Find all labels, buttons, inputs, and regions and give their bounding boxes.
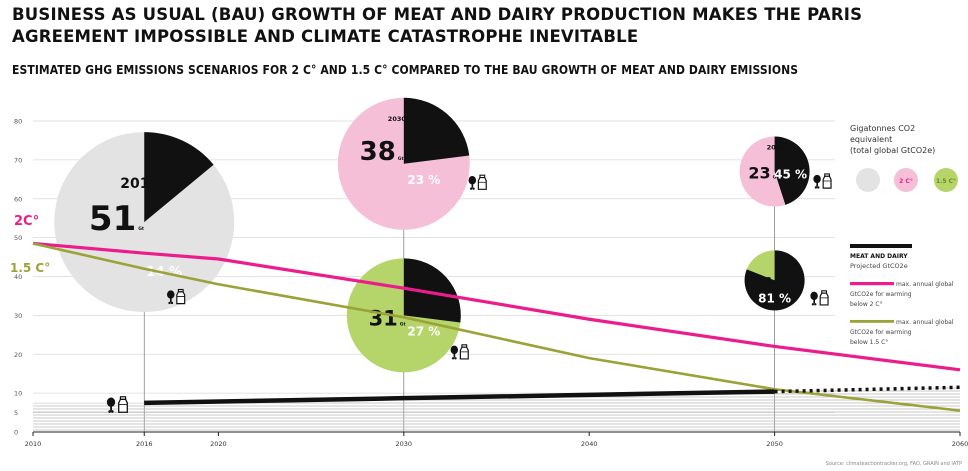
y-tick-label: 40 — [14, 273, 22, 281]
bubble-unit-label: Gt — [400, 321, 407, 327]
bubble-year-label: 2030 — [388, 115, 407, 123]
drumstick-icon — [468, 176, 477, 190]
legend-green-circle — [934, 168, 958, 192]
bubble-share-percent: 27 % — [407, 324, 440, 338]
milk-bottle-icon — [477, 174, 487, 190]
bubble-year-label: 2016 — [120, 176, 159, 192]
y-tick-label: 30 — [14, 312, 22, 320]
bubble-total-value: 51 — [89, 199, 136, 239]
y-tick-label: 60 — [14, 195, 22, 203]
bubble-year-label: 2050 — [767, 144, 786, 152]
meat-dairy-share-wedge — [403, 97, 470, 164]
bubble-unit-label: Gt — [774, 279, 779, 284]
y-tick-label: 5 — [14, 409, 18, 417]
y-tick-label: 20 — [14, 351, 22, 359]
milk-bottle-icon — [459, 344, 469, 360]
x-tick-label: 2060 — [952, 440, 968, 448]
x-tick-label: 2030 — [396, 440, 413, 448]
title-line-1: BUSINESS AS USUAL (BAU) GROWTH OF MEAT A… — [12, 5, 863, 24]
bubble-share-percent: 23 % — [407, 173, 440, 187]
legend-olive-swatch — [850, 320, 894, 323]
bubble-share-percent: 45 % — [774, 168, 807, 182]
y-tick-label: 50 — [14, 234, 22, 242]
source-note: Source: climateactiontracker.org, FAO, G… — [825, 461, 962, 467]
bubble-total-value: 13 — [759, 276, 772, 286]
bubble-unit-label: Gt — [398, 156, 405, 162]
milk-bottle-icon — [819, 290, 829, 306]
drumstick-icon — [810, 291, 818, 306]
legend-pink-swatch — [850, 282, 894, 286]
x-tick-label: 2016 — [136, 440, 153, 448]
chart-title: BUSINESS AS USUAL (BAU) GROWTH OF MEAT A… — [12, 4, 962, 48]
series-line-meat-dairy — [144, 389, 775, 406]
milk-bottle-icon — [822, 173, 832, 189]
bubble-total-value: 23 — [748, 164, 770, 183]
drumstick-icon — [450, 345, 459, 360]
chart-subtitle: ESTIMATED GHG EMISSIONS SCENARIOS FOR 2 … — [12, 63, 799, 77]
meat-dairy-hatch-area — [33, 387, 960, 432]
bubble-share-percent: 81 % — [758, 291, 791, 305]
x-tick-label: 2050 — [766, 440, 783, 448]
x-tick-label: 2020 — [210, 440, 227, 448]
milk-bottle-icon — [118, 396, 128, 413]
legend-grey-circle — [856, 168, 880, 192]
legend-olive-desc: below 1.5 C° — [850, 339, 888, 346]
legend-pink-desc: below 2 C° — [850, 301, 883, 308]
legend-circles-title: Gigatonnes CO2 — [850, 124, 915, 133]
series-label-1-5c: 1.5 C° — [10, 261, 50, 275]
bubble-total-value: 38 — [360, 137, 396, 167]
series-label-2c: 2C° — [14, 214, 39, 229]
legend-pink-label: 2 C° — [899, 178, 913, 185]
series-line-1-5c — [32, 242, 961, 412]
legend-meat-title: MEAT AND DAIRY — [850, 253, 908, 260]
drumstick-icon — [813, 174, 821, 189]
legend-green-label: 1.5 C° — [936, 178, 956, 185]
legend-meat-swatch — [850, 244, 912, 248]
series-line-meat-dairy-projected — [774, 385, 961, 394]
milk-bottle-icon — [176, 288, 186, 305]
y-tick-label: 0 — [14, 429, 18, 437]
bubble-unit-label: Gt — [773, 175, 780, 181]
y-tick-label: 80 — [14, 118, 22, 126]
meat-dairy-share-wedge — [144, 132, 214, 223]
series-line-2c — [32, 241, 961, 372]
legend-pink-circle — [894, 168, 918, 192]
x-tick-label: 2010 — [25, 440, 42, 448]
meat-dairy-share-wedge — [774, 136, 810, 205]
legend-meat-sub: Projected GtCO2e — [850, 262, 908, 270]
x-tick-label: 2040 — [581, 440, 598, 448]
title-line-2: AGREEMENT IMPOSSIBLE AND CLIMATE CATASTR… — [12, 27, 639, 46]
y-tick-label: 10 — [14, 390, 22, 398]
legend-pink-desc: max. annual global — [896, 281, 954, 288]
meat-dairy-share-wedge — [403, 258, 461, 323]
legend-circles-line2: equivalent — [850, 135, 892, 144]
legend-olive-desc: max. annual global — [896, 319, 954, 326]
bubble-total-value: 31 — [369, 306, 398, 330]
meat-dairy-share-wedge — [744, 250, 805, 311]
legend-pink-desc: GtCO2e for warming — [850, 291, 912, 298]
y-tick-label: 70 — [14, 156, 22, 164]
legend-circles-line3: (total global GtCO2e) — [850, 146, 935, 155]
bubble-unit-label: Gt — [138, 226, 145, 232]
legend-olive-desc: GtCO2e for warming — [850, 329, 912, 336]
